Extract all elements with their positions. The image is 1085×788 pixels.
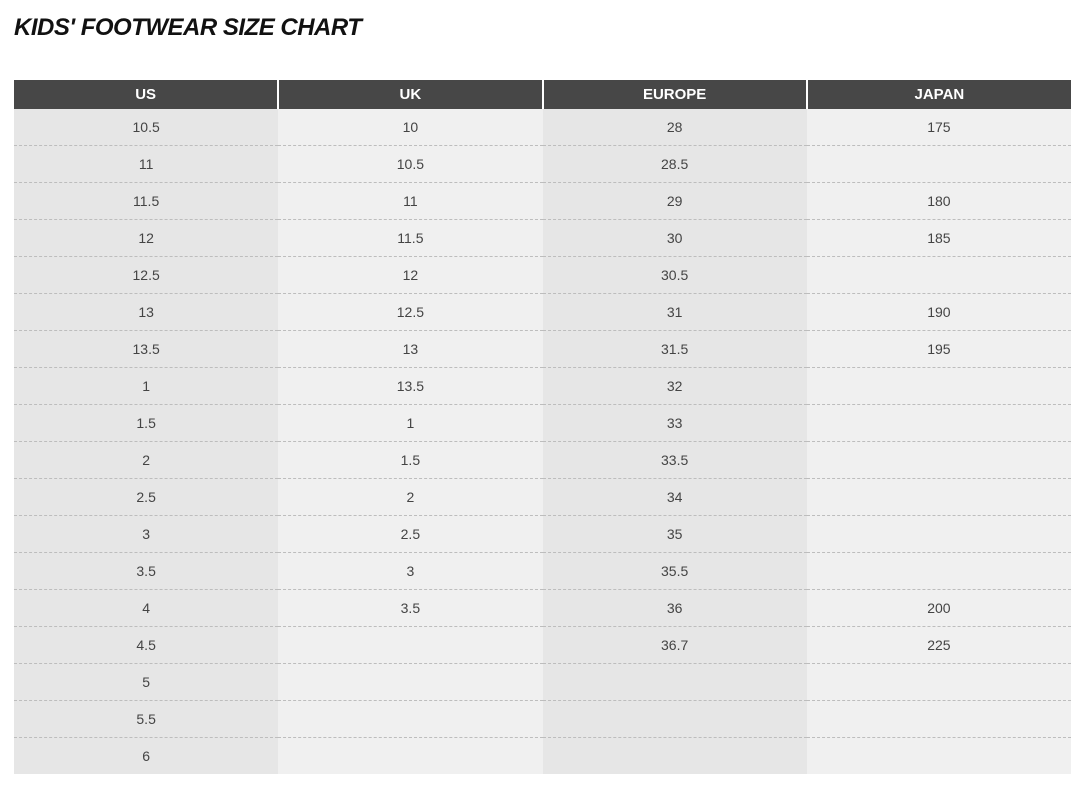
table-cell: 28 xyxy=(543,109,807,146)
table-cell: 36.7 xyxy=(543,627,807,664)
table-cell: 1 xyxy=(14,368,278,405)
table-cell: 13.5 xyxy=(278,368,542,405)
table-cell: 4.5 xyxy=(14,627,278,664)
table-cell: 2 xyxy=(278,479,542,516)
table-cell xyxy=(807,442,1071,479)
table-cell xyxy=(807,664,1071,701)
table-cell: 30.5 xyxy=(543,257,807,294)
table-cell: 13 xyxy=(278,331,542,368)
table-cell: 3.5 xyxy=(278,590,542,627)
table-cell: 30 xyxy=(543,220,807,257)
table-cell xyxy=(543,664,807,701)
table-cell xyxy=(807,738,1071,775)
column-header: JAPAN xyxy=(807,80,1071,109)
size-chart-table: USUKEUROPEJAPAN 10.510281751110.528.511.… xyxy=(14,80,1071,774)
table-cell: 2.5 xyxy=(14,479,278,516)
table-cell: 12.5 xyxy=(278,294,542,331)
table-row: 12.51230.5 xyxy=(14,257,1071,294)
table-cell xyxy=(807,516,1071,553)
table-row: 113.532 xyxy=(14,368,1071,405)
table-cell: 2 xyxy=(14,442,278,479)
table-cell xyxy=(543,738,807,775)
table-cell: 2.5 xyxy=(278,516,542,553)
table-row: 1312.531190 xyxy=(14,294,1071,331)
table-cell: 225 xyxy=(807,627,1071,664)
table-cell: 13.5 xyxy=(14,331,278,368)
table-cell: 33.5 xyxy=(543,442,807,479)
column-header: UK xyxy=(278,80,542,109)
page-title: KIDS' FOOTWEAR SIZE CHART xyxy=(14,14,1071,42)
table-cell: 31 xyxy=(543,294,807,331)
table-cell xyxy=(278,627,542,664)
table-cell xyxy=(807,405,1071,442)
table-cell xyxy=(278,738,542,775)
table-cell: 3.5 xyxy=(14,553,278,590)
table-cell: 31.5 xyxy=(543,331,807,368)
table-cell xyxy=(807,146,1071,183)
table-row: 5.5 xyxy=(14,701,1071,738)
table-cell: 28.5 xyxy=(543,146,807,183)
table-row: 13.51331.5195 xyxy=(14,331,1071,368)
table-row: 21.533.5 xyxy=(14,442,1071,479)
table-cell xyxy=(807,553,1071,590)
table-row: 10.51028175 xyxy=(14,109,1071,146)
table-row: 4.5 36.7225 xyxy=(14,627,1071,664)
table-cell: 1 xyxy=(278,405,542,442)
table-row: 1110.528.5 xyxy=(14,146,1071,183)
table-cell: 11.5 xyxy=(278,220,542,257)
table-cell xyxy=(807,257,1071,294)
table-row: 5 xyxy=(14,664,1071,701)
table-row: 6 xyxy=(14,738,1071,775)
column-header: EUROPE xyxy=(543,80,807,109)
table-cell: 1.5 xyxy=(14,405,278,442)
table-cell xyxy=(807,368,1071,405)
table-cell: 12.5 xyxy=(14,257,278,294)
table-cell: 35.5 xyxy=(543,553,807,590)
table-cell: 10.5 xyxy=(278,146,542,183)
table-cell: 175 xyxy=(807,109,1071,146)
table-row: 1211.530185 xyxy=(14,220,1071,257)
table-cell xyxy=(278,664,542,701)
table-cell: 13 xyxy=(14,294,278,331)
table-row: 43.536200 xyxy=(14,590,1071,627)
table-cell: 6 xyxy=(14,738,278,775)
table-cell xyxy=(278,701,542,738)
table-cell: 11 xyxy=(14,146,278,183)
table-row: 11.51129180 xyxy=(14,183,1071,220)
table-cell: 3 xyxy=(278,553,542,590)
table-cell: 10 xyxy=(278,109,542,146)
table-cell: 1.5 xyxy=(278,442,542,479)
table-cell: 185 xyxy=(807,220,1071,257)
table-cell xyxy=(807,701,1071,738)
table-row: 32.535 xyxy=(14,516,1071,553)
table-row: 2.5234 xyxy=(14,479,1071,516)
table-cell: 36 xyxy=(543,590,807,627)
table-cell: 180 xyxy=(807,183,1071,220)
table-cell xyxy=(807,479,1071,516)
table-body: 10.510281751110.528.511.511291801211.530… xyxy=(14,109,1071,774)
table-cell: 32 xyxy=(543,368,807,405)
table-cell: 5 xyxy=(14,664,278,701)
table-row: 3.5335.5 xyxy=(14,553,1071,590)
table-cell: 5.5 xyxy=(14,701,278,738)
table-cell: 3 xyxy=(14,516,278,553)
table-cell: 33 xyxy=(543,405,807,442)
table-cell: 195 xyxy=(807,331,1071,368)
table-cell xyxy=(543,701,807,738)
table-cell: 35 xyxy=(543,516,807,553)
table-cell: 34 xyxy=(543,479,807,516)
column-header: US xyxy=(14,80,278,109)
table-cell: 11.5 xyxy=(14,183,278,220)
table-cell: 200 xyxy=(807,590,1071,627)
table-cell: 10.5 xyxy=(14,109,278,146)
table-cell: 190 xyxy=(807,294,1071,331)
table-cell: 11 xyxy=(278,183,542,220)
table-cell: 12 xyxy=(14,220,278,257)
table-cell: 4 xyxy=(14,590,278,627)
table-cell: 12 xyxy=(278,257,542,294)
table-row: 1.5133 xyxy=(14,405,1071,442)
table-header-row: USUKEUROPEJAPAN xyxy=(14,80,1071,109)
table-cell: 29 xyxy=(543,183,807,220)
